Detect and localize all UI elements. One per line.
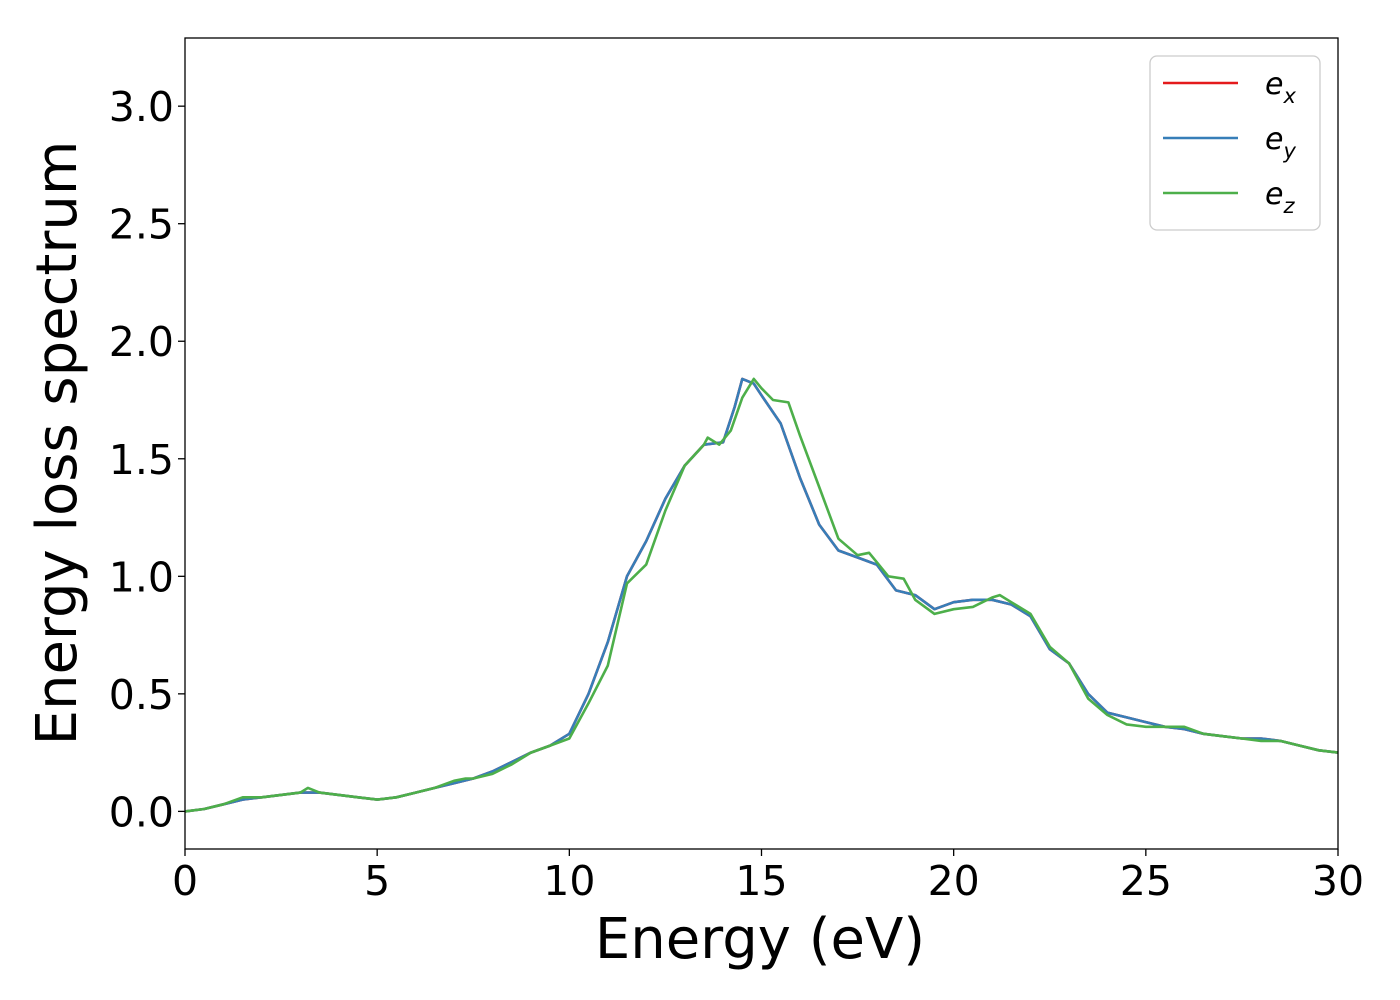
x-tick-label: 10 bbox=[543, 857, 595, 905]
y-axis-title: Energy loss spectrum bbox=[25, 141, 90, 746]
x-axis-title: Energy (eV) bbox=[595, 907, 925, 972]
legend: ex ey ez bbox=[1149, 55, 1321, 231]
y-axis-ticks: 0.0 0.5 1.0 1.5 2.0 2.5 3.0 bbox=[109, 83, 185, 836]
x-tick-label: 5 bbox=[364, 857, 390, 905]
x-tick-label: 0 bbox=[172, 857, 198, 905]
legend-label-x: ex bbox=[1265, 67, 1296, 108]
y-tick-label: 0.5 bbox=[109, 671, 174, 719]
y-tick-label: 2.5 bbox=[109, 201, 174, 249]
x-tick-label: 30 bbox=[1312, 857, 1364, 905]
legend-label-y: ey bbox=[1265, 122, 1296, 163]
y-tick-label: 0.0 bbox=[109, 788, 174, 836]
x-axis-ticks: 0 5 10 15 20 25 30 bbox=[172, 849, 1364, 905]
legend-box bbox=[1149, 55, 1321, 231]
series-layer bbox=[185, 377, 1338, 813]
legend-label-z: ez bbox=[1265, 177, 1295, 218]
series-line-z bbox=[185, 377, 1338, 813]
y-tick-label: 2.0 bbox=[109, 318, 174, 366]
y-tick-label: 1.5 bbox=[109, 436, 174, 484]
y-tick-label: 3.0 bbox=[109, 83, 174, 131]
x-tick-label: 25 bbox=[1120, 857, 1172, 905]
y-tick-label: 1.0 bbox=[109, 553, 174, 601]
x-tick-label: 15 bbox=[735, 857, 787, 905]
x-tick-label: 20 bbox=[928, 857, 980, 905]
